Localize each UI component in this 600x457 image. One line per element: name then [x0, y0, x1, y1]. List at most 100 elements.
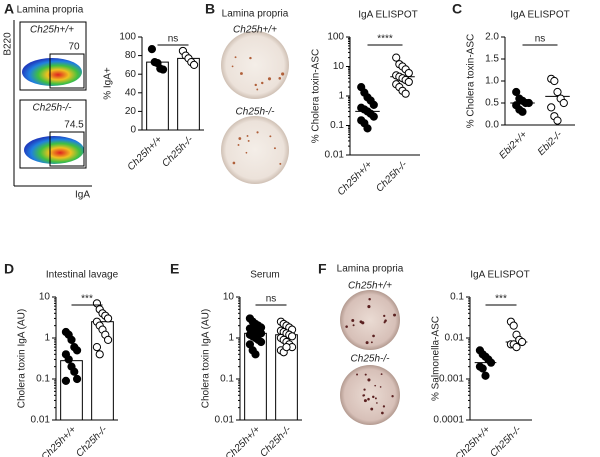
y-tick-label: 0.001 [439, 374, 464, 385]
y-tick-label: 0.01 [445, 333, 465, 344]
flow-gate-value: 74.5 [64, 120, 84, 131]
data-point [547, 103, 556, 112]
well [221, 31, 289, 99]
panel-label: B [205, 1, 215, 17]
y-tick-label: 0.01 [31, 415, 51, 426]
data-point [72, 374, 82, 384]
x-tick-label: Ch25h-/- [74, 424, 110, 457]
spot [256, 131, 259, 134]
data-point [67, 335, 76, 344]
spot [352, 324, 355, 327]
spot [382, 405, 386, 408]
spot [231, 65, 234, 68]
y-axis-label: Cholera toxin IgA (AU) [201, 309, 212, 409]
x-tick-label: Ch25h+/+ [40, 424, 79, 457]
y-tick-label: 10 [223, 292, 235, 303]
data-point [363, 124, 372, 133]
well-genotype: Ch25h-/- [351, 354, 391, 365]
significance-label: ns [168, 34, 179, 45]
data-point [61, 376, 71, 385]
x-tick-label: Ebi2+/+ [497, 129, 529, 161]
chart-title: IgA ELISPOT [358, 10, 417, 21]
x-tick-label: Ch25h-/- [258, 424, 294, 457]
spot [370, 341, 373, 344]
y-tick-label: 1.5 [485, 54, 499, 65]
data-point [509, 321, 518, 330]
elispot-wells: Lamina propria Ch25h+/+ Ch25h-/- [337, 264, 404, 425]
y-tick-label: 1 [44, 333, 50, 344]
spot [249, 56, 252, 60]
spot [281, 72, 285, 76]
y-tick-label: 0 [130, 125, 136, 136]
y-tick-label: 10 [39, 292, 51, 303]
flow-genotype: Ch25h+/+ [30, 25, 74, 36]
data-point [486, 358, 496, 367]
chart-title: Intestinal lavage [46, 270, 119, 281]
data-point [92, 342, 102, 352]
spot [379, 386, 382, 388]
flow-gate-value: 70 [68, 42, 80, 53]
elispot-wells: Lamina propria Ch25h+/+ Ch25h-/- [221, 9, 289, 184]
y-axis-label: Cholera toxin IgA (AU) [17, 309, 28, 409]
panel-label: C [452, 1, 462, 17]
spot [391, 395, 394, 398]
spot [256, 88, 259, 91]
bar [177, 57, 200, 131]
y-tick-label: 2.0 [485, 32, 499, 43]
spot [232, 161, 236, 165]
data-point [103, 335, 113, 344]
data-point [553, 116, 562, 125]
y-tick-label: 0.01 [325, 150, 345, 161]
y-axis-label: % Cholera toxin-ASC [311, 49, 322, 143]
spot [267, 77, 272, 81]
data-point [518, 107, 527, 116]
x-tick-label: Ch25h-/- [488, 424, 524, 457]
x-tick-label: Ch25h-/- [160, 134, 196, 170]
spot [367, 397, 370, 401]
y-tick-label: 0.01 [215, 415, 235, 426]
data-point [517, 337, 527, 347]
flow-gate [49, 53, 85, 89]
y-tick-label: 1 [228, 333, 234, 344]
y-axis-label: % Salmonella-ASC [431, 316, 442, 401]
spot [237, 144, 240, 146]
y-tick-label: 1.0 [485, 76, 499, 87]
data-point [287, 332, 297, 341]
y-tick-label: 0.1 [330, 120, 344, 131]
spot [365, 341, 369, 345]
data-point [64, 355, 73, 364]
y-tick-label: 1 [338, 91, 344, 102]
data-point [478, 364, 487, 373]
y-axis-label: % IgA+ [103, 67, 114, 100]
well-genotype: Ch25h+/+ [233, 25, 277, 36]
spot [370, 407, 374, 411]
well [340, 290, 400, 350]
wells-title: Lamina propria [222, 9, 289, 20]
data-point [282, 342, 291, 352]
spot [364, 373, 367, 376]
spot [372, 334, 375, 338]
data-point [189, 60, 199, 70]
spot [273, 147, 276, 150]
spot [279, 162, 282, 165]
spot [269, 135, 272, 138]
spot [278, 77, 282, 80]
panel-label: A [4, 1, 14, 17]
data-point [70, 367, 79, 376]
spot [367, 378, 371, 382]
data-point [553, 87, 562, 97]
data-point [404, 68, 413, 78]
well-spots [231, 56, 397, 415]
y-tick-label: 80 [125, 50, 137, 61]
data-point [369, 112, 378, 121]
spot [245, 151, 248, 154]
spot [380, 411, 384, 415]
y-tick-label: 60 [125, 69, 137, 80]
spot [359, 320, 363, 324]
data-point [158, 65, 168, 74]
y-tick-label: 10 [333, 61, 345, 72]
data-point [404, 77, 413, 87]
spot [367, 305, 371, 309]
y-tick-label: 0.0 [485, 120, 499, 131]
panel-label: E [170, 261, 179, 277]
